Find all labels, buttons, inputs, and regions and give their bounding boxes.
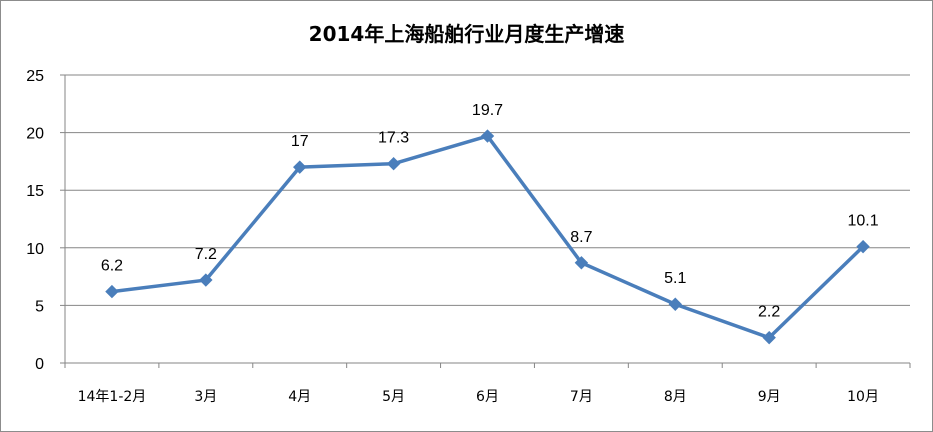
data-label: 10.1 xyxy=(847,213,878,230)
data-label: 19.7 xyxy=(472,102,503,119)
data-point xyxy=(199,273,213,287)
data-label: 5.1 xyxy=(664,270,686,287)
data-label: 8.7 xyxy=(570,229,592,246)
x-tick-label: 14年1-2月 xyxy=(78,389,147,405)
data-point xyxy=(668,297,682,311)
data-point xyxy=(856,239,870,254)
y-tick-label: 10 xyxy=(26,241,44,258)
y-tick-labels: 0 5 10 15 20 25 xyxy=(26,68,44,373)
x-tick-labels: 14年1-2月 3月 4月 5月 6月 7月 8月 9月 10月 xyxy=(78,389,879,405)
data-point xyxy=(293,160,307,174)
x-tick-label: 4月 xyxy=(288,389,311,405)
data-label: 17.3 xyxy=(378,130,409,147)
y-tick-label: 5 xyxy=(35,298,44,315)
y-tick-label: 15 xyxy=(26,183,44,200)
y-tick-label: 0 xyxy=(35,356,44,373)
y-tick-label: 20 xyxy=(26,126,44,143)
y-tick-label: 25 xyxy=(26,68,44,85)
data-point xyxy=(386,156,401,171)
markers xyxy=(105,129,870,345)
x-tick-label: 5月 xyxy=(382,389,405,405)
data-label: 17 xyxy=(291,133,309,150)
series-line-path xyxy=(111,134,865,340)
x-tick-label: 8月 xyxy=(664,389,687,405)
data-point xyxy=(480,129,495,143)
x-tick-label: 6月 xyxy=(476,389,499,405)
gridlines xyxy=(65,74,910,306)
x-tick-label: 10月 xyxy=(847,389,879,405)
chart-title: 2014年上海船舶行业月度生产增速 xyxy=(308,22,625,46)
x-tick-label: 9月 xyxy=(758,389,781,405)
data-label: 2.2 xyxy=(758,304,780,321)
data-labels: 6.2 7.2 17 17.3 19.7 8.7 5.1 2.2 10.1 xyxy=(101,102,879,321)
data-point xyxy=(762,330,776,345)
x-tick-label: 3月 xyxy=(194,389,217,405)
series-line xyxy=(111,134,865,340)
x-tick-label: 7月 xyxy=(570,389,593,405)
data-label: 6.2 xyxy=(101,258,123,275)
axes xyxy=(60,74,911,368)
data-label: 7.2 xyxy=(195,246,217,263)
data-point xyxy=(105,284,119,299)
data-point xyxy=(574,256,589,270)
